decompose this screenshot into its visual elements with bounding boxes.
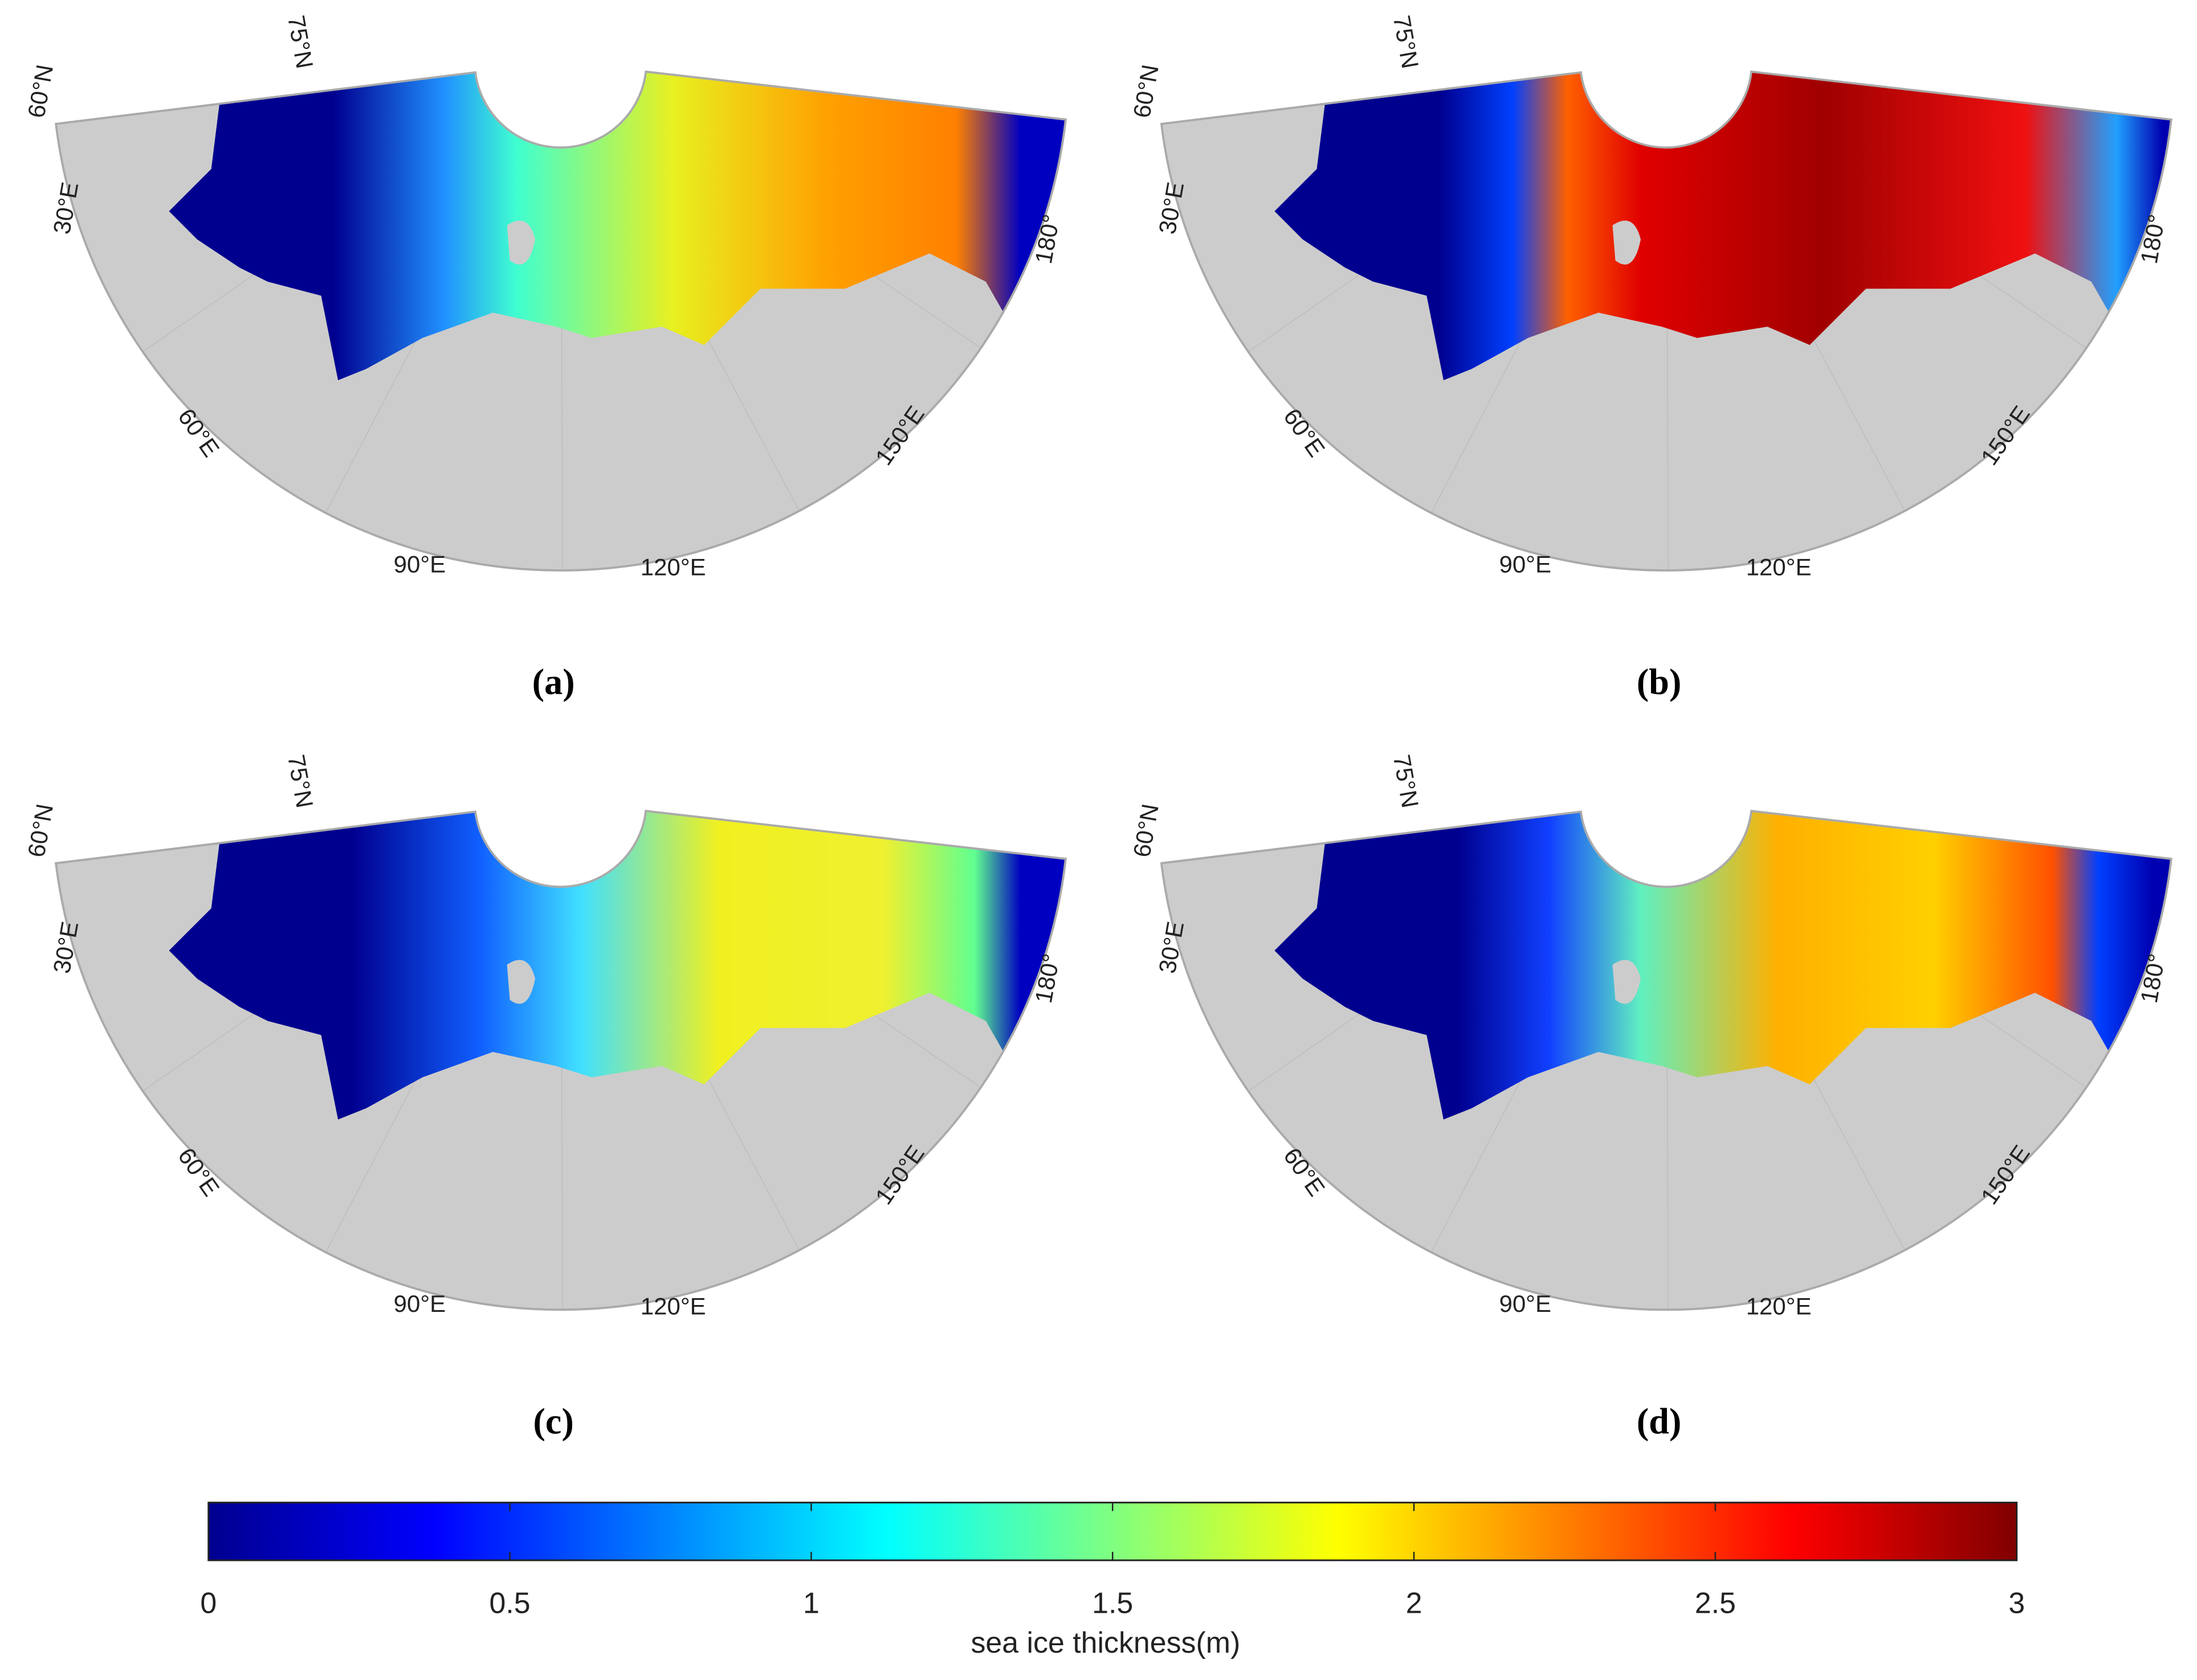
graticule-label: 60°N bbox=[1128, 63, 1164, 120]
graticule-label: 30°E bbox=[1153, 180, 1189, 236]
panel-label: (d) bbox=[1637, 1401, 1682, 1441]
colorbar: 0 0.5 1 1.5 2 2.5 3 sea ice thickness(m) bbox=[200, 1502, 2025, 1659]
tick-label: 1 bbox=[803, 1587, 820, 1620]
tick-label: 3 bbox=[2008, 1587, 2025, 1620]
graticule-label: 90°E bbox=[1499, 1290, 1551, 1317]
island bbox=[56, 859, 155, 883]
outline bbox=[1160, 70, 2172, 572]
graticule-label: 90°E bbox=[394, 551, 446, 577]
outline bbox=[55, 70, 1067, 572]
graticule-label: 90°E bbox=[1499, 551, 1551, 577]
graticule-label: 75°N bbox=[1388, 13, 1424, 71]
island bbox=[1161, 859, 1261, 883]
sea-ice bbox=[169, 811, 1066, 1120]
panel-label: (b) bbox=[1637, 662, 1682, 702]
graticule-label: 120°E bbox=[1746, 1293, 1812, 1320]
graticule-label: 120°E bbox=[641, 1293, 706, 1320]
outline bbox=[1160, 810, 2172, 1311]
sea-ice bbox=[169, 71, 1066, 381]
graticule-label: 30°E bbox=[1153, 919, 1189, 975]
graticule-label: 60°N bbox=[23, 63, 59, 120]
sea-ice bbox=[1274, 811, 2171, 1120]
graticule-label: 120°E bbox=[641, 553, 706, 580]
island bbox=[1612, 221, 1641, 265]
graticule-label: 75°N bbox=[1388, 753, 1424, 810]
island bbox=[1161, 120, 1261, 144]
island bbox=[507, 960, 536, 1004]
colorbar-fill bbox=[207, 1502, 2018, 1561]
panel-label: (c) bbox=[533, 1401, 574, 1441]
tick-label: 2 bbox=[1406, 1587, 1422, 1620]
panel-label: (a) bbox=[532, 662, 575, 702]
island bbox=[1612, 960, 1641, 1004]
outline bbox=[55, 810, 1067, 1311]
sea-ice bbox=[1274, 71, 2171, 381]
graticule-label: 30°E bbox=[48, 180, 83, 236]
tick-label: 2.5 bbox=[1695, 1587, 1736, 1620]
tick-label: 1.5 bbox=[1092, 1587, 1133, 1620]
graticule-label: 120°E bbox=[1746, 553, 1812, 580]
island bbox=[56, 120, 155, 144]
graticule-label: 60°N bbox=[23, 802, 59, 859]
tick-label: 0.5 bbox=[490, 1587, 531, 1620]
graticule-label: 60°N bbox=[1128, 802, 1164, 859]
colorbar-label: sea ice thickness(m) bbox=[971, 1626, 1240, 1659]
graticule-label: 75°N bbox=[283, 753, 319, 810]
island bbox=[507, 221, 536, 265]
graticule-label: 90°E bbox=[394, 1290, 446, 1317]
graticule-label: 30°E bbox=[48, 919, 83, 975]
tick-label: 0 bbox=[200, 1587, 217, 1620]
graticule-label: 75°N bbox=[283, 13, 319, 71]
